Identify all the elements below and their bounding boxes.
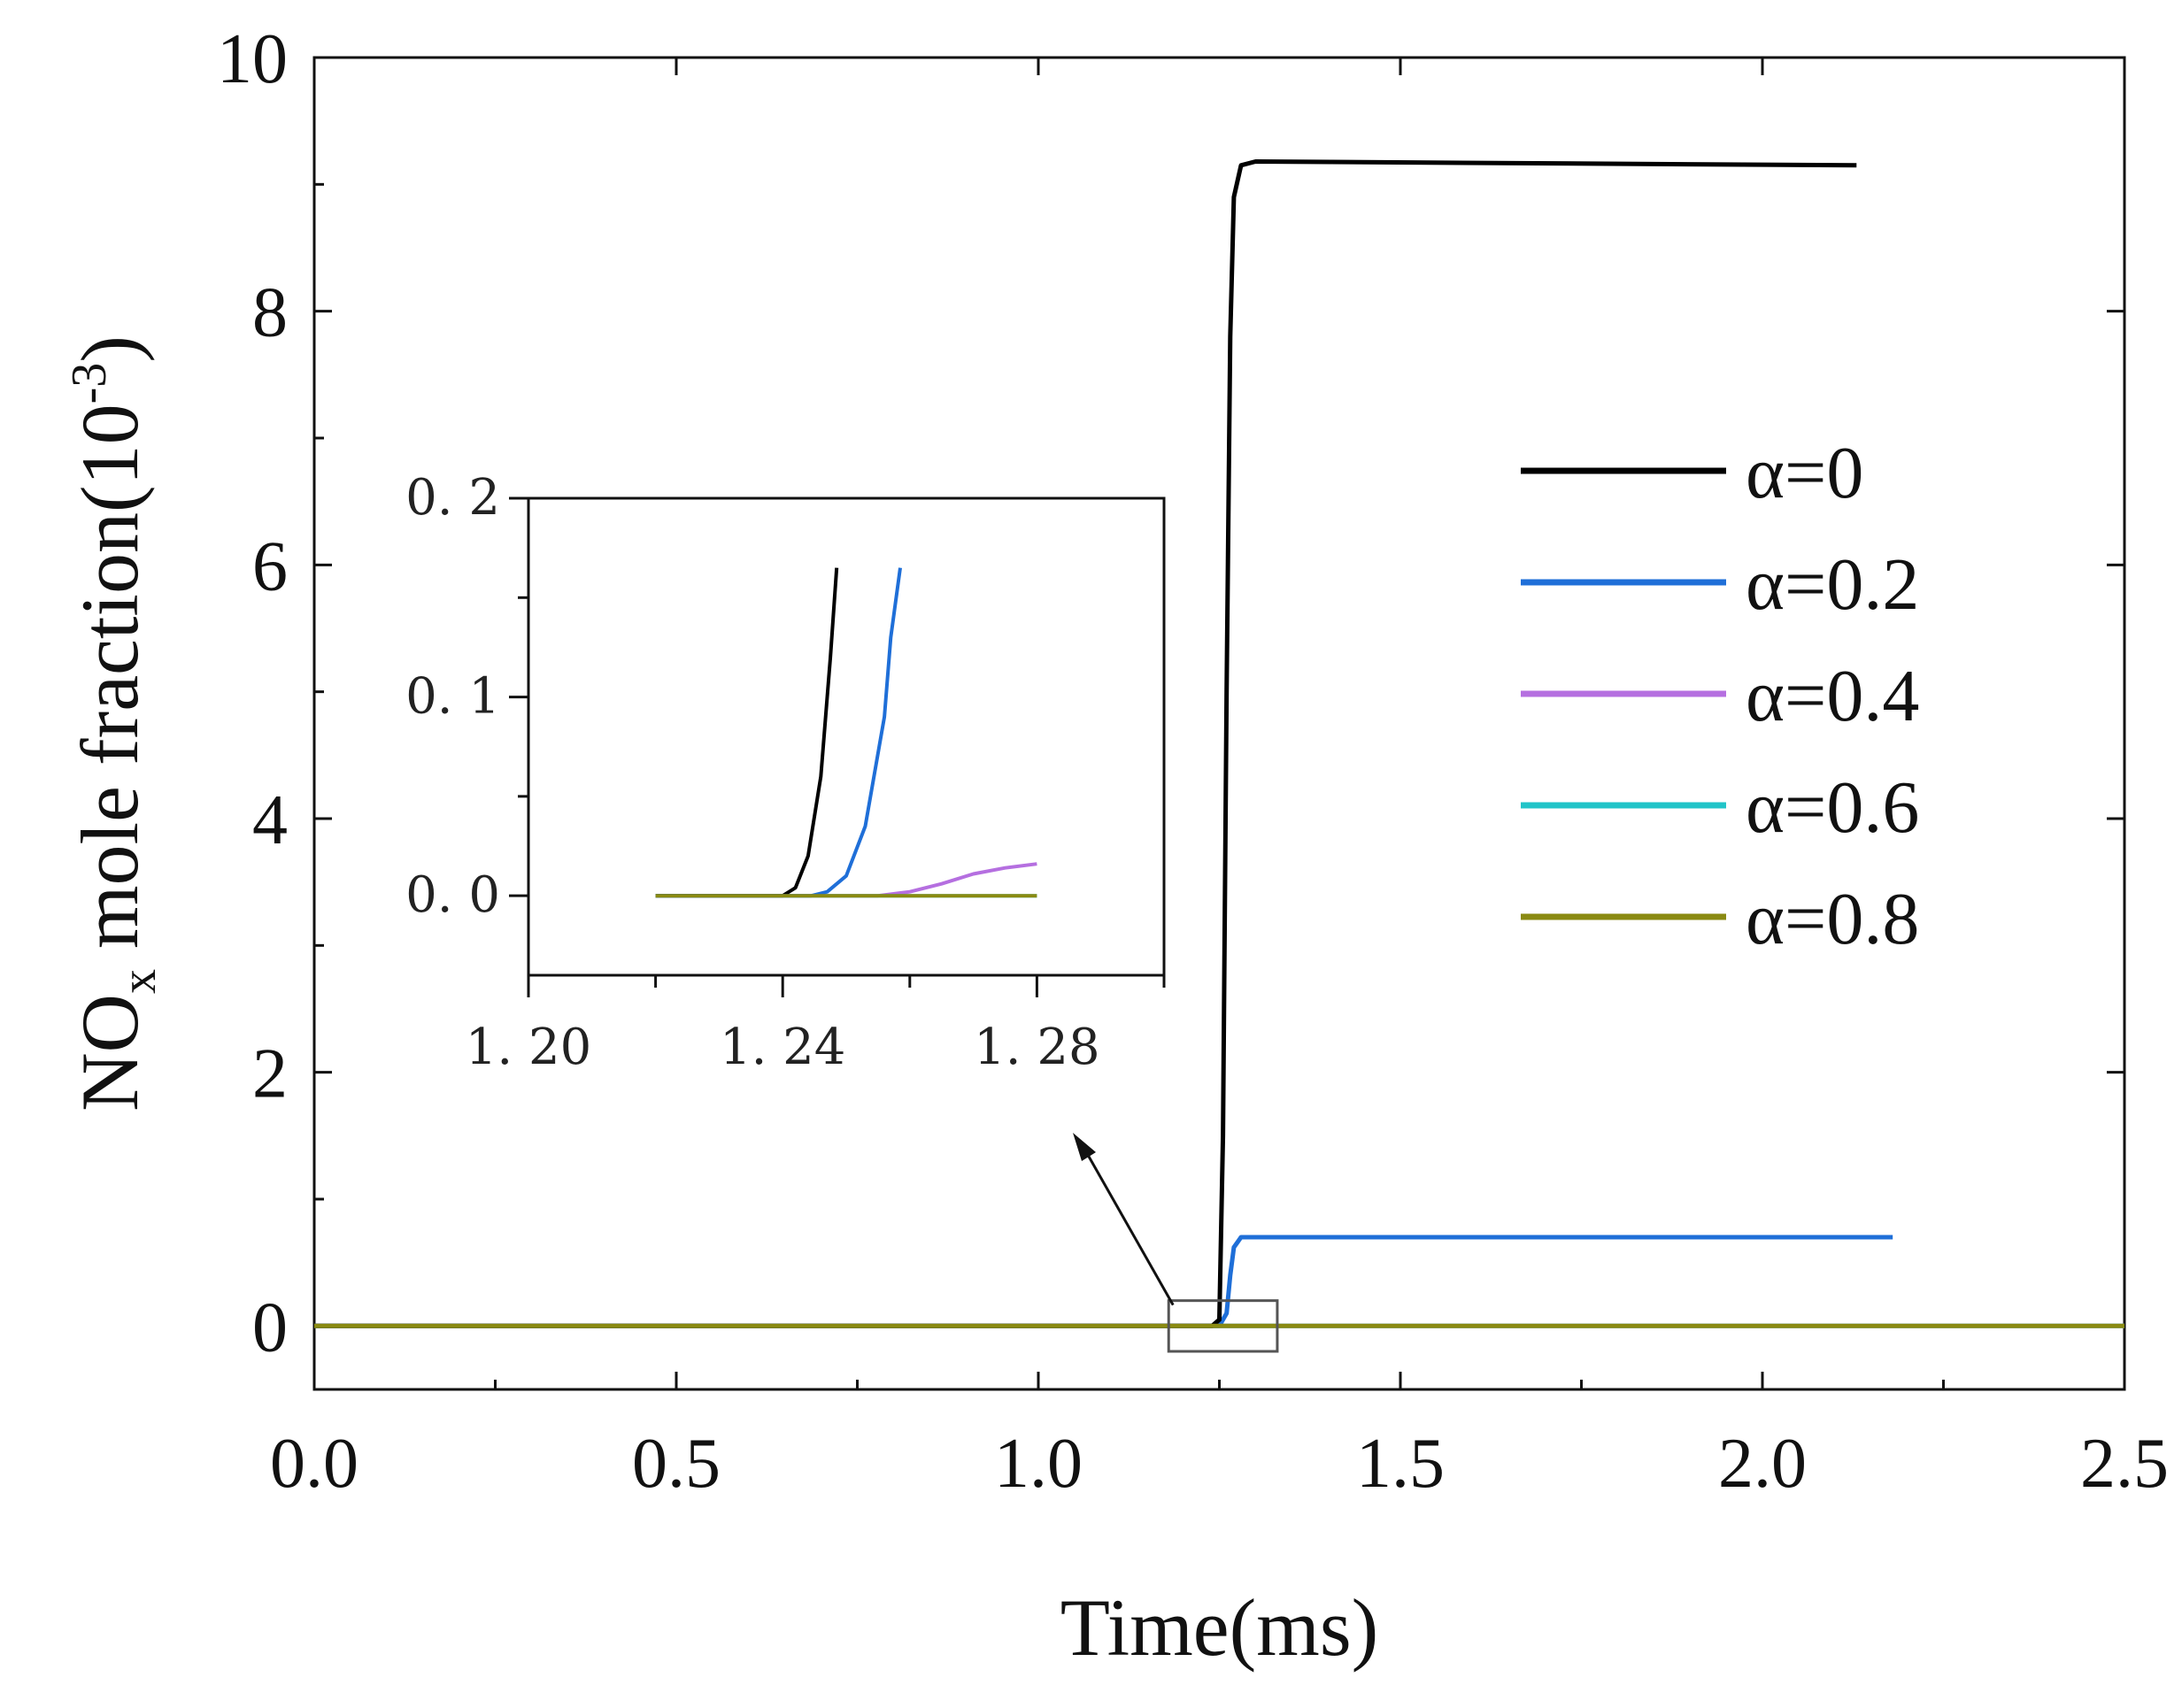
legend-label-2: α=0.4 (1746, 655, 1919, 737)
y-tick-label: 8 (252, 274, 288, 352)
x-tick-label: 1.5 (1356, 1425, 1445, 1503)
inset-y-tick-label: 0. 1 (405, 668, 500, 726)
x-tick-label: 0.5 (632, 1425, 721, 1503)
inset-x-tick-label: 1. 28 (974, 1019, 1100, 1076)
y-tick-label: 0 (252, 1289, 288, 1366)
y-tick-label: 6 (252, 527, 288, 605)
series-line-0 (314, 159, 1857, 1328)
inset-y-tick-label: 0. 0 (405, 866, 500, 924)
inset-plot: 1. 20 1. 24 1. 28 0. 0 0. 1 0. 2 (405, 469, 1166, 1076)
y-axis-title-middle: mole fraction(10 (65, 404, 155, 969)
inset-x-tick-label: 1. 20 (466, 1019, 592, 1076)
legend-label-4: α=0.8 (1746, 878, 1919, 960)
legend-label-3: α=0.6 (1746, 766, 1919, 849)
y-axis-title: NOx mole fraction(10-3) (62, 335, 166, 1112)
y-tick-label: 4 (252, 781, 288, 859)
inset-x-tick-label: 1. 24 (720, 1019, 846, 1076)
y-axis-title-suffix: ) (65, 335, 155, 363)
y-tick-label: 10 (217, 20, 288, 98)
x-tick-label: 2.0 (1718, 1425, 1807, 1503)
legend: α=0 α=0.2 α=0.4 α=0.6 α=0.8 (1521, 432, 1919, 960)
legend-label-0: α=0 (1746, 432, 1863, 514)
zoom-arrow-shaft (1083, 1148, 1175, 1306)
y-axis-title-prefix: NO (65, 994, 155, 1112)
legend-label-1: α=0.2 (1746, 543, 1919, 626)
zoom-annotation (1073, 1133, 1279, 1353)
x-axis-title: Time(ms) (1060, 1582, 1379, 1673)
zoom-arrow-head (1073, 1133, 1096, 1161)
zoom-box (1167, 1299, 1279, 1353)
y-axis-title-superscript: -3 (62, 363, 117, 404)
inset-frame (527, 496, 1166, 977)
x-tick-label: 1.0 (994, 1425, 1083, 1503)
y-axis-title-subscript: x (112, 969, 166, 994)
inset-y-tick-label: 0. 2 (405, 469, 500, 527)
x-tick-label: 2.5 (2080, 1425, 2169, 1503)
main-plot: 0.0 0.5 1.0 1.5 2.0 2.5 0 2 4 6 8 10 Time(ms) NOx mol… (62, 20, 2169, 1673)
x-tick-label: 0.0 (270, 1425, 359, 1503)
y-tick-label: 2 (252, 1035, 288, 1113)
